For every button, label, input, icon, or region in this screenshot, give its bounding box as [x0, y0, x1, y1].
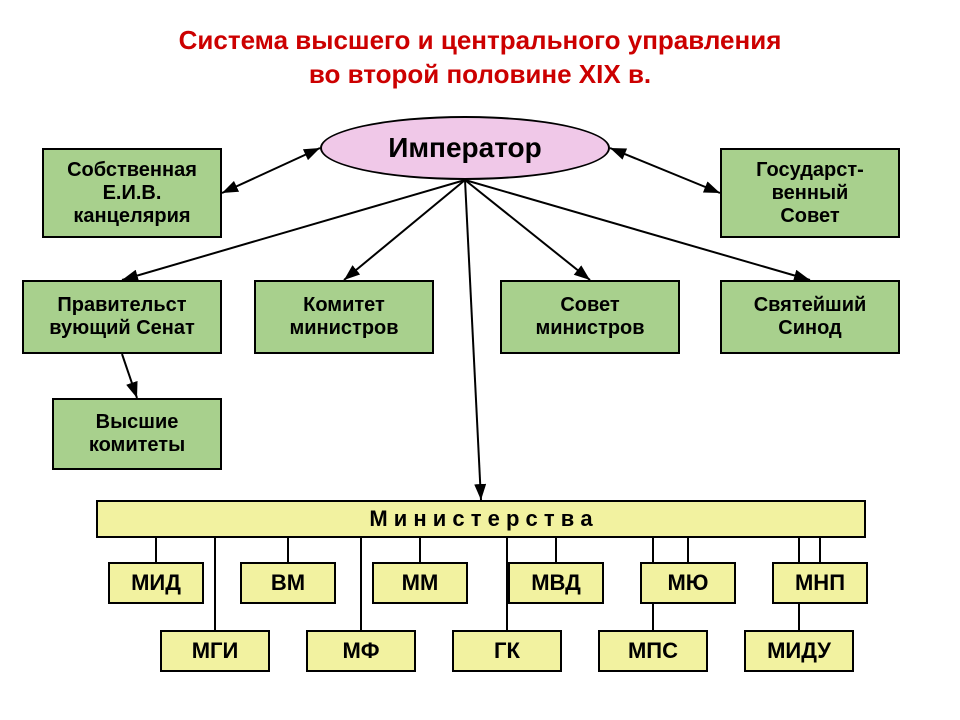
- node-chancery: Собственная Е.И.В. канцелярия: [42, 148, 222, 238]
- node-mnp: МНП: [772, 562, 868, 604]
- title-line2: во второй половине XIX в.: [309, 59, 651, 89]
- node-mgi: МГИ: [160, 630, 270, 672]
- connectors-layer: [0, 0, 960, 720]
- diagram-title: Система высшего и центрального управлени…: [0, 24, 960, 92]
- node-mvd: МВД: [508, 562, 604, 604]
- node-komitet: Комитет министров: [254, 280, 434, 354]
- node-council: Государст- венный Совет: [720, 148, 900, 238]
- node-sovetmin: Совет министров: [500, 280, 680, 354]
- node-synod: Святейший Синод: [720, 280, 900, 354]
- diagram-stage: Система высшего и центрального управлени…: [0, 0, 960, 720]
- node-mf: МФ: [306, 630, 416, 672]
- node-ministries: М и н и с т е р с т в а: [96, 500, 866, 538]
- node-mju: МЮ: [640, 562, 736, 604]
- node-senate: Правительст вующий Сенат: [22, 280, 222, 354]
- node-midu: МИДУ: [744, 630, 854, 672]
- node-mps: МПС: [598, 630, 708, 672]
- title-line1: Система высшего и центрального управлени…: [179, 25, 782, 55]
- node-mm: ММ: [372, 562, 468, 604]
- node-gk: ГК: [452, 630, 562, 672]
- node-vm: ВМ: [240, 562, 336, 604]
- node-high_com: Высшие комитеты: [52, 398, 222, 470]
- node-emperor: Император: [320, 116, 610, 180]
- node-mid: МИД: [108, 562, 204, 604]
